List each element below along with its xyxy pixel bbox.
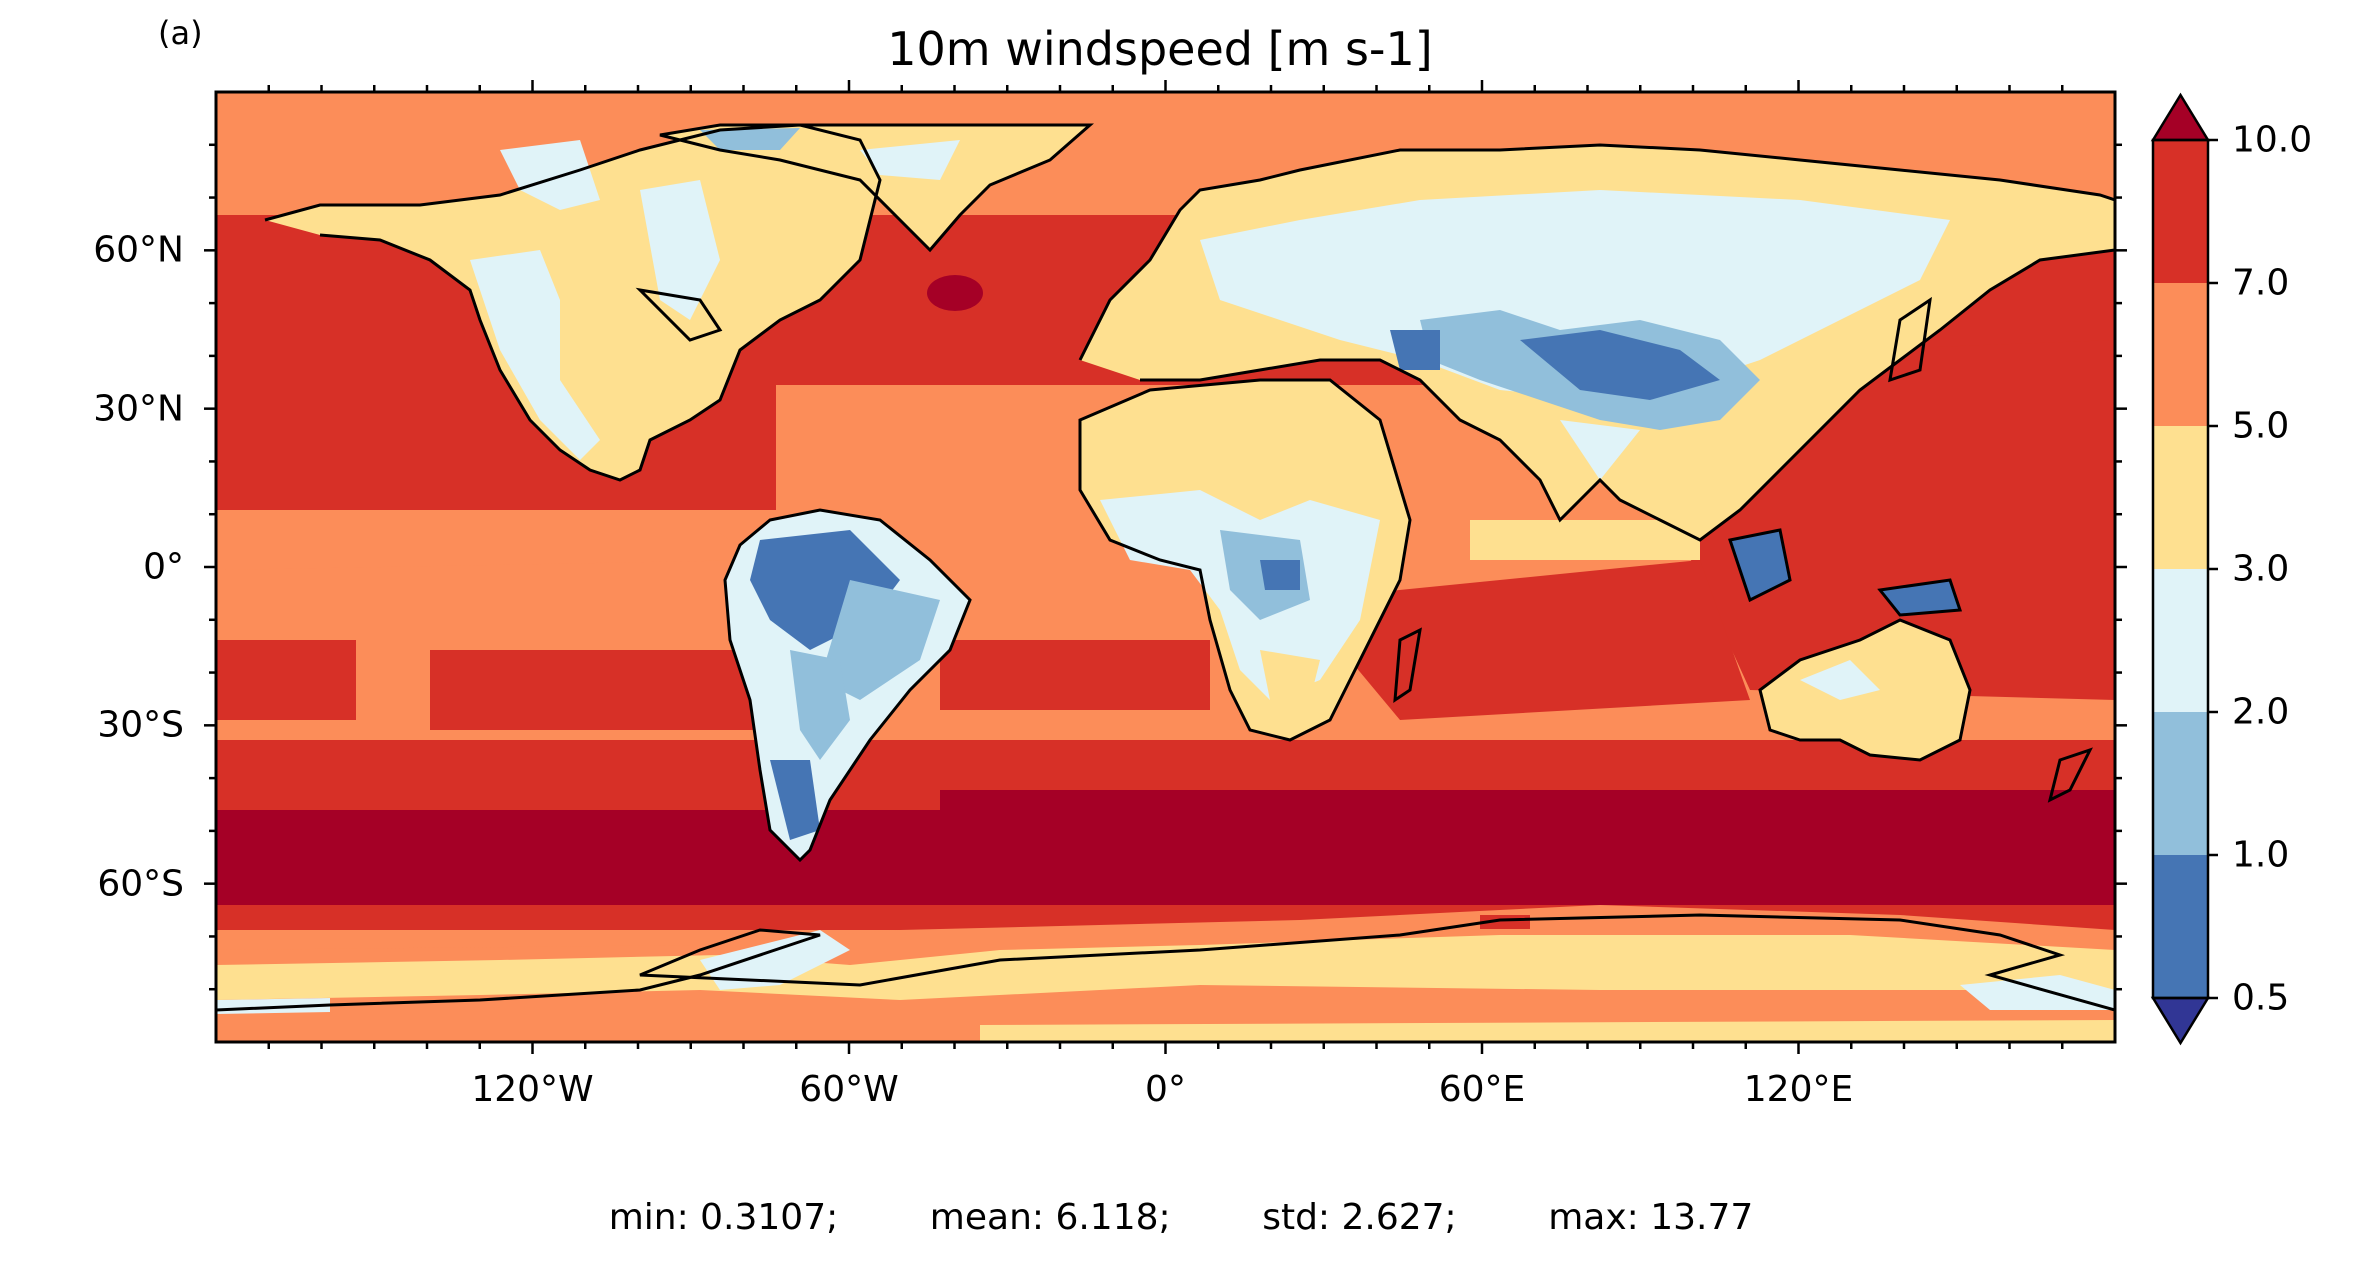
stat-min: min: 0.3107;: [608, 1197, 839, 1238]
panel-label: (a): [158, 14, 203, 52]
colorbar-tick-label: 7.0: [2232, 262, 2290, 304]
axis-ticks: [204, 80, 2127, 1054]
colorbar: [2150, 92, 2218, 1046]
lon-tick-label: 120°E: [1743, 1069, 1854, 1110]
colorbar-segment: [2153, 283, 2208, 426]
lat-tick-label: 60°N: [93, 229, 184, 271]
coastlines: [216, 123, 2115, 1012]
colorbar-tick-label: 3.0: [2232, 548, 2290, 590]
lon-tick-label: 60°W: [799, 1069, 899, 1110]
windspeed-field: [216, 92, 2115, 1042]
lat-tick-label: 0°: [143, 546, 184, 588]
lat-tick-label: 30°N: [93, 388, 184, 430]
lat-tick-label: 60°S: [97, 863, 184, 905]
colorbar-tick-label: 1.0: [2232, 834, 2290, 876]
colorbar-segment: [2153, 569, 2208, 712]
stat-max: max: 13.77: [1548, 1197, 1754, 1238]
stat-std: std: 2.627;: [1262, 1197, 1457, 1238]
summary-statistics: min: 0.3107; mean: 6.118; std: 2.627; ma…: [0, 1197, 2362, 1238]
colorbar-segment: [2153, 855, 2208, 998]
lon-tick-label: 0°: [1145, 1069, 1186, 1110]
colorbar-tick-label: 0.5: [2232, 977, 2290, 1019]
lon-tick-label: 60°E: [1438, 1069, 1526, 1110]
colorbar-segment: [2153, 426, 2208, 569]
colorbar-tick-label: 5.0: [2232, 405, 2290, 447]
colorbar-over-triangle: [2150, 92, 2211, 142]
stat-mean: mean: 6.118;: [929, 1197, 1171, 1238]
map-title: 10m windspeed [m s-1]: [887, 22, 1433, 76]
colorbar-segment: [2153, 712, 2208, 855]
colorbar-tick-label: 10.0: [2232, 119, 2313, 161]
colorbar-tick-label: 2.0: [2232, 691, 2290, 733]
colorbar-under-triangle: [2150, 996, 2211, 1046]
lon-tick-label: 120°W: [471, 1069, 594, 1110]
colorbar-segment: [2153, 140, 2208, 283]
lat-tick-label: 30°S: [97, 704, 184, 746]
